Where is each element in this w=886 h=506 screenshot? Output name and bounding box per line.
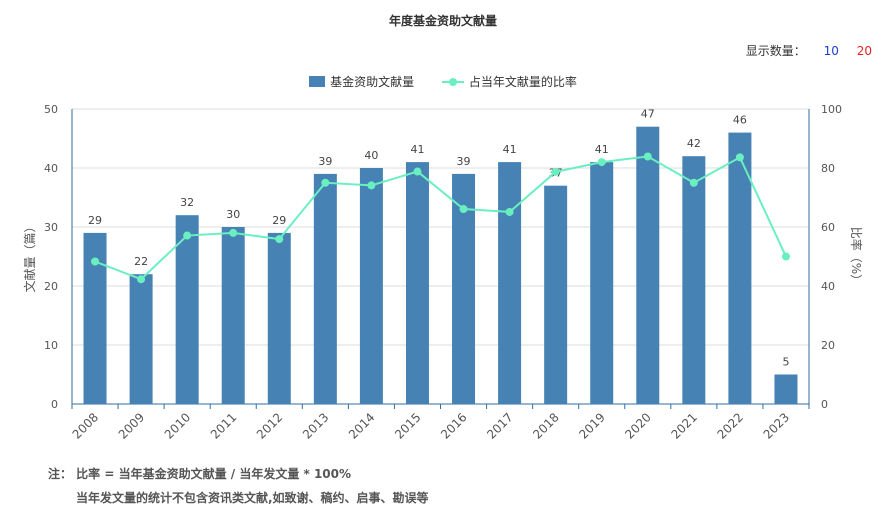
ratio-point bbox=[321, 178, 330, 187]
y2-tick-label: 60 bbox=[821, 221, 835, 234]
ratio-point bbox=[367, 181, 376, 190]
x-tick-label: 2015 bbox=[392, 410, 423, 441]
y-tick-label: 40 bbox=[44, 162, 58, 175]
x-tick-label: 2012 bbox=[254, 410, 285, 441]
bar bbox=[544, 185, 568, 404]
ratio-point bbox=[275, 235, 284, 244]
ratio-point bbox=[505, 207, 514, 216]
chart-legend: 基金资助文献量 占当年文献量的比率 bbox=[0, 73, 886, 90]
bar-value-label: 40 bbox=[364, 149, 378, 162]
y2-axis-title: 比率（%） bbox=[849, 227, 864, 286]
y-axis-title: 文献量（篇） bbox=[22, 220, 37, 292]
ratio-point bbox=[781, 252, 790, 261]
bar bbox=[267, 232, 291, 404]
ratio-point bbox=[229, 228, 238, 237]
x-tick-label: 2022 bbox=[715, 410, 746, 441]
bar bbox=[359, 168, 383, 404]
legend-bar-label: 基金资助文献量 bbox=[330, 75, 415, 89]
bar bbox=[129, 274, 153, 404]
x-tick-label: 2014 bbox=[346, 410, 377, 441]
bar-value-label: 5 bbox=[782, 356, 789, 369]
bar-value-label: 41 bbox=[410, 143, 424, 156]
y-tick-label: 10 bbox=[44, 339, 58, 352]
x-tick-label: 2010 bbox=[162, 410, 193, 441]
x-tick-label: 2019 bbox=[576, 410, 607, 441]
ratio-point bbox=[689, 178, 698, 187]
y2-tick-label: 40 bbox=[821, 280, 835, 293]
x-tick-label: 2011 bbox=[208, 410, 239, 441]
y-tick-label: 30 bbox=[44, 221, 58, 234]
bar bbox=[590, 162, 614, 404]
legend-line-swatch bbox=[441, 76, 464, 87]
footnote-exclusion: 当年发文量的统计不包含资讯类文献,如致谢、稿约、启事、勘误等 bbox=[76, 491, 429, 505]
ratio-point bbox=[643, 152, 652, 161]
x-tick-label: 2008 bbox=[70, 410, 101, 441]
bar-value-label: 46 bbox=[733, 114, 747, 127]
bar-value-label: 32 bbox=[180, 196, 194, 209]
bar-value-label: 39 bbox=[318, 155, 332, 168]
x-tick-label: 2023 bbox=[761, 410, 792, 441]
display-count-option-20[interactable]: 20 bbox=[856, 44, 872, 58]
bar bbox=[498, 162, 522, 404]
legend-line-label: 占当年文献量的比率 bbox=[468, 75, 577, 89]
bar bbox=[636, 126, 660, 404]
legend-item-line[interactable]: 占当年文献量的比率 bbox=[441, 73, 577, 90]
bar bbox=[682, 156, 706, 404]
ratio-point bbox=[735, 153, 744, 162]
y2-tick-label: 80 bbox=[821, 162, 835, 175]
bar-value-label: 29 bbox=[272, 214, 286, 227]
x-tick-label: 2016 bbox=[438, 410, 469, 441]
x-tick-label: 2017 bbox=[484, 410, 515, 441]
ratio-point bbox=[413, 167, 422, 176]
display-count-selector: 显示数量： 10 20 bbox=[746, 42, 872, 59]
ratio-line bbox=[94, 155, 787, 281]
y-tick-label: 20 bbox=[44, 280, 58, 293]
ratio-point bbox=[183, 231, 192, 240]
x-tick-label: 2013 bbox=[300, 410, 331, 441]
y2-tick-label: 0 bbox=[821, 398, 828, 411]
bar-value-label: 29 bbox=[88, 214, 102, 227]
ratio-point bbox=[597, 158, 606, 167]
ratio-point bbox=[91, 257, 100, 266]
bar bbox=[313, 173, 337, 404]
display-count-label: 显示数量： bbox=[745, 44, 806, 58]
legend-bar-swatch bbox=[309, 76, 326, 87]
bar-value-label: 41 bbox=[503, 143, 517, 156]
x-tick-label: 2020 bbox=[622, 410, 653, 441]
ratio-point bbox=[137, 275, 146, 284]
x-tick-label: 2021 bbox=[668, 410, 699, 441]
x-tick-label: 2009 bbox=[116, 410, 147, 441]
bar bbox=[221, 227, 245, 404]
bar bbox=[83, 232, 107, 404]
y2-tick-label: 100 bbox=[821, 103, 842, 116]
legend-item-bar[interactable]: 基金资助文献量 bbox=[309, 73, 414, 90]
display-count-option-10[interactable]: 10 bbox=[823, 44, 839, 58]
y2-tick-label: 20 bbox=[821, 339, 835, 352]
y-tick-label: 0 bbox=[51, 398, 58, 411]
bar bbox=[452, 173, 476, 404]
bar bbox=[175, 215, 199, 404]
bar bbox=[405, 162, 429, 404]
bar-value-label: 30 bbox=[226, 208, 240, 221]
bar-value-label: 39 bbox=[457, 155, 471, 168]
ratio-point bbox=[551, 167, 560, 176]
footnote-formula: 注： 比率 = 当年基金资助文献量 / 当年发文量 * 100% bbox=[48, 467, 352, 481]
bar bbox=[774, 374, 798, 404]
chart-title: 年度基金资助文献量 bbox=[388, 14, 497, 28]
bar-value-label: 42 bbox=[687, 137, 701, 150]
bar bbox=[728, 132, 752, 404]
x-tick-label: 2018 bbox=[530, 410, 561, 441]
bar-value-label: 22 bbox=[134, 255, 148, 268]
bar-value-label: 47 bbox=[641, 108, 655, 121]
y-tick-label: 50 bbox=[44, 103, 58, 116]
bar-value-label: 41 bbox=[595, 143, 609, 156]
ratio-point bbox=[459, 205, 468, 214]
